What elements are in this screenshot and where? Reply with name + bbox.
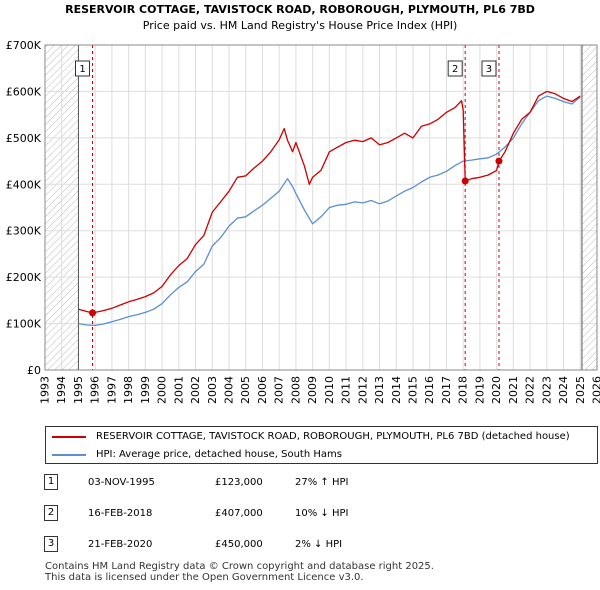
plot-area bbox=[45, 45, 597, 370]
transaction-label: 1 bbox=[79, 64, 85, 75]
transaction-number: 1 bbox=[44, 474, 58, 490]
transaction-price: £450,000 bbox=[215, 539, 263, 550]
x-tick-label: 1993 bbox=[39, 376, 52, 404]
y-tick-label: £0 bbox=[27, 364, 41, 377]
x-tick-label: 1999 bbox=[139, 376, 152, 404]
x-tick-label: 2024 bbox=[557, 376, 570, 404]
x-tick-label: 2009 bbox=[306, 376, 319, 404]
x-tick-label: 2018 bbox=[457, 376, 470, 404]
x-tick-label: 1994 bbox=[55, 376, 68, 404]
footer-copyright: Contains HM Land Registry data © Crown c… bbox=[45, 561, 434, 572]
price-chart: RESERVOIR COTTAGE, TAVISTOCK ROAD, ROBOR… bbox=[6, 3, 600, 404]
x-tick-label: 2026 bbox=[591, 376, 600, 404]
x-tick-label: 2023 bbox=[540, 376, 553, 404]
hpi-line bbox=[78, 95, 581, 327]
legend-label-property: RESERVOIR COTTAGE, TAVISTOCK ROAD, ROBOR… bbox=[96, 431, 570, 442]
legend: RESERVOIR COTTAGE, TAVISTOCK ROAD, ROBOR… bbox=[45, 426, 598, 464]
x-tick-label: 1996 bbox=[89, 376, 102, 404]
y-tick-label: £400K bbox=[6, 178, 42, 191]
y-tick-label: £300K bbox=[6, 225, 42, 238]
footer: Contains HM Land Registry data © Crown c… bbox=[45, 561, 434, 583]
x-tick-label: 2003 bbox=[206, 376, 219, 404]
transaction-label-box bbox=[75, 60, 91, 77]
x-tick-label: 2006 bbox=[256, 376, 269, 404]
transaction-number: 3 bbox=[44, 536, 58, 552]
transaction-label: 3 bbox=[486, 64, 492, 75]
transaction-price: £407,000 bbox=[215, 508, 263, 519]
x-tick-label: 2010 bbox=[323, 376, 336, 404]
transaction-hpi-diff: 27% ↑ HPI bbox=[295, 477, 349, 488]
legend-label-hpi: HPI: Average price, detached house, Sout… bbox=[96, 449, 342, 460]
y-tick-label: £500K bbox=[6, 132, 42, 145]
transaction-date: 16-FEB-2018 bbox=[88, 508, 153, 519]
x-tick-label: 2019 bbox=[473, 376, 486, 404]
transaction-hpi-diff: 2% ↓ HPI bbox=[295, 539, 343, 550]
hatched-region bbox=[581, 45, 597, 370]
transaction-marker bbox=[461, 177, 469, 185]
x-tick-label: 2016 bbox=[423, 376, 436, 404]
x-tick-label: 1998 bbox=[122, 376, 135, 404]
x-tick-label: 2012 bbox=[356, 376, 369, 404]
x-tick-label: 2014 bbox=[390, 376, 403, 404]
chart-title: RESERVOIR COTTAGE, TAVISTOCK ROAD, ROBOR… bbox=[65, 3, 535, 16]
transaction-date: 21-FEB-2020 bbox=[88, 539, 153, 550]
transaction-label-box bbox=[481, 60, 497, 77]
transaction-label-box bbox=[447, 60, 463, 77]
x-tick-label: 1995 bbox=[72, 376, 85, 404]
x-tick-label: 2022 bbox=[524, 376, 537, 404]
y-tick-label: £100K bbox=[6, 318, 42, 331]
x-tick-label: 2001 bbox=[172, 376, 185, 404]
x-tick-label: 2011 bbox=[340, 376, 353, 404]
x-tick-label: 2025 bbox=[574, 376, 587, 404]
transaction-row: 2 16-FEB-2018 £407,000 10% ↓ HPI bbox=[0, 505, 600, 523]
transaction-row: 1 03-NOV-1995 £123,000 27% ↑ HPI bbox=[0, 474, 600, 492]
x-tick-label: 2015 bbox=[407, 376, 420, 404]
legend-swatch-hpi bbox=[52, 454, 86, 456]
x-tick-label: 2017 bbox=[440, 376, 453, 404]
x-tick-label: 2005 bbox=[239, 376, 252, 404]
plot-border bbox=[44, 44, 598, 371]
x-tick-label: 1997 bbox=[105, 376, 118, 404]
y-tick-label: £200K bbox=[6, 271, 42, 284]
x-tick-label: 2002 bbox=[189, 376, 202, 404]
x-tick-label: 2020 bbox=[490, 376, 503, 404]
x-tick-label: 2004 bbox=[223, 376, 236, 404]
transaction-price: £123,000 bbox=[215, 477, 263, 488]
transaction-number: 2 bbox=[44, 505, 58, 521]
y-tick-label: £600K bbox=[6, 85, 42, 98]
transaction-row: 3 21-FEB-2020 £450,000 2% ↓ HPI bbox=[0, 536, 600, 554]
transaction-marker bbox=[495, 157, 503, 165]
legend-swatch-property bbox=[52, 436, 86, 438]
footer-license: This data is licensed under the Open Gov… bbox=[45, 572, 364, 583]
transaction-date: 03-NOV-1995 bbox=[88, 477, 155, 488]
x-tick-label: 2000 bbox=[156, 376, 169, 404]
transaction-marker bbox=[89, 309, 97, 317]
transaction-label: 2 bbox=[452, 64, 458, 75]
transaction-hpi-diff: 10% ↓ HPI bbox=[295, 508, 349, 519]
x-tick-label: 2013 bbox=[373, 376, 386, 404]
x-tick-label: 2021 bbox=[507, 376, 520, 404]
price-paid-line bbox=[78, 90, 581, 314]
chart-subtitle: Price paid vs. HM Land Registry's House … bbox=[143, 19, 458, 32]
x-tick-label: 2008 bbox=[289, 376, 302, 404]
y-tick-label: £700K bbox=[6, 39, 42, 52]
x-tick-label: 2007 bbox=[273, 376, 286, 404]
